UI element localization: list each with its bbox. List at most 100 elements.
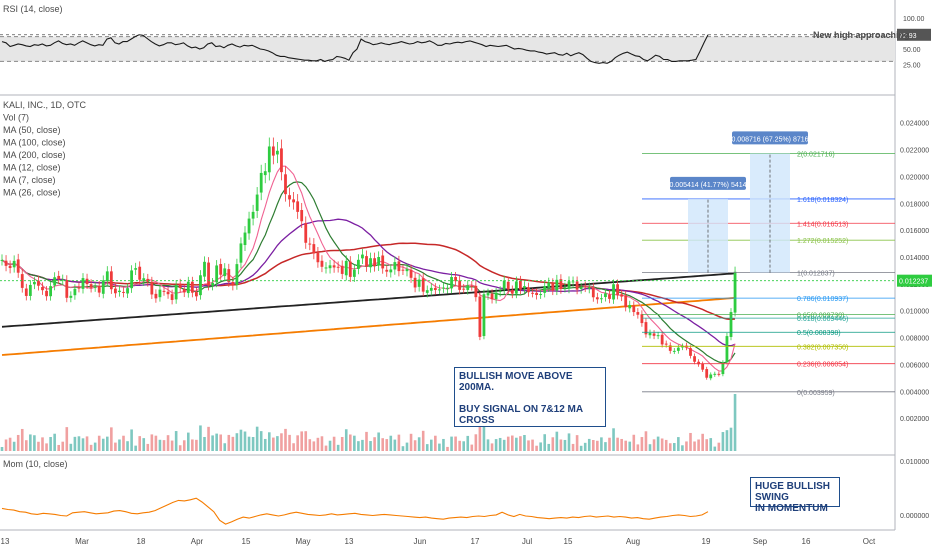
volume-bar — [381, 438, 384, 451]
volume-bar — [146, 443, 150, 451]
candle-body — [288, 195, 291, 200]
volume-bar — [693, 441, 696, 451]
volume-bar — [547, 443, 551, 451]
candle-body — [186, 281, 190, 294]
volume-bar — [320, 436, 324, 451]
candle-body — [668, 345, 672, 351]
volume-bar — [721, 432, 725, 451]
candle-body — [506, 281, 510, 290]
candle-body — [340, 265, 344, 274]
volume-bar — [648, 444, 652, 451]
volume-bar — [596, 440, 599, 451]
volume-bar — [608, 437, 611, 451]
volume-bar — [336, 444, 340, 451]
candle-body — [713, 373, 717, 375]
volume-bar — [349, 434, 352, 451]
volume-bar — [118, 439, 121, 451]
candle-body — [357, 259, 360, 269]
candle-body — [729, 312, 733, 337]
volume-bar — [25, 440, 28, 451]
candle-body — [620, 294, 624, 297]
momentum-note: HUGE BULLISH SWING IN MOMENTUM — [750, 477, 840, 514]
candle-body — [20, 274, 24, 288]
volume-bar — [300, 431, 303, 451]
volume-bar — [361, 439, 364, 451]
candle-body — [466, 285, 470, 290]
time-tick-label: 15 — [242, 537, 251, 546]
candle-body — [259, 172, 263, 193]
candle-body — [300, 210, 304, 222]
volume-bar — [20, 428, 24, 451]
volume-bar — [563, 439, 567, 451]
volume-bar — [397, 434, 401, 451]
volume-bar — [446, 446, 449, 451]
candle-body — [616, 284, 619, 295]
volume-bar — [33, 435, 36, 451]
rsi-annotation: New high approaching — [813, 30, 910, 40]
rsi-title: RSI (14, close) — [3, 4, 63, 14]
candle-body — [61, 279, 65, 281]
volume-bar — [733, 394, 737, 451]
measure-tag — [670, 176, 746, 190]
volume-bar — [85, 436, 89, 451]
volume-bar — [134, 445, 137, 451]
candle-body — [170, 294, 174, 300]
volume-bar — [450, 436, 453, 451]
candle-body — [267, 146, 271, 173]
volume-bar — [393, 439, 397, 451]
price-pane-legend-line: MA (26, close) — [3, 188, 61, 198]
volume-bar — [154, 435, 158, 451]
volume-bar — [106, 436, 109, 451]
candle-body — [498, 290, 502, 292]
volume-bar — [515, 437, 518, 451]
candle-body — [612, 284, 615, 300]
volume-bar — [417, 437, 421, 451]
volume-bar — [677, 437, 680, 451]
candle-body — [134, 268, 138, 270]
volume-bar — [511, 435, 514, 451]
candle-body — [591, 287, 595, 298]
volume-bar — [223, 443, 227, 451]
volume-bar — [126, 441, 129, 451]
volume-bar — [369, 441, 372, 451]
candle-body — [162, 290, 166, 292]
volume-bar — [689, 432, 692, 451]
last-price-label: 0.012237 — [899, 279, 928, 286]
candle-body — [16, 259, 20, 273]
candle-body — [652, 333, 656, 336]
candle-body — [28, 284, 32, 296]
candle-body — [397, 261, 401, 272]
volume-bar — [166, 435, 170, 451]
candle-body — [628, 304, 632, 309]
volume-bar — [101, 438, 105, 451]
candle-body — [474, 285, 478, 298]
price-pane-legend-line: MA (12, close) — [3, 163, 61, 173]
candle-body — [636, 312, 640, 315]
volume-bar — [498, 437, 502, 451]
candle-body — [575, 281, 579, 290]
candle-body — [89, 284, 93, 288]
volume-bar — [555, 431, 559, 451]
candle-body — [324, 267, 328, 269]
candle-body — [442, 287, 445, 289]
rsi-line — [1, 34, 709, 64]
volume-bar — [579, 445, 583, 451]
candle-body — [178, 283, 182, 288]
volume-bar — [434, 435, 437, 451]
fib-level-label: 0.618(0.009446) — [797, 316, 848, 323]
time-tick-label: 19 — [702, 537, 711, 546]
candle-body — [81, 278, 85, 289]
volume-bar — [114, 442, 117, 451]
volume-bar — [385, 439, 389, 451]
candle-body — [174, 284, 178, 300]
candle-body — [296, 201, 300, 212]
time-tick-label: 18 — [137, 537, 146, 546]
last-price-tag — [897, 274, 932, 287]
candle-body — [312, 244, 316, 254]
price-pane-legend-line: MA (7, close) — [3, 175, 56, 185]
candle-body — [57, 275, 61, 280]
price-tick-label: 0.008000 — [900, 336, 929, 343]
volume-bar — [89, 444, 93, 451]
candle-body — [8, 265, 12, 269]
